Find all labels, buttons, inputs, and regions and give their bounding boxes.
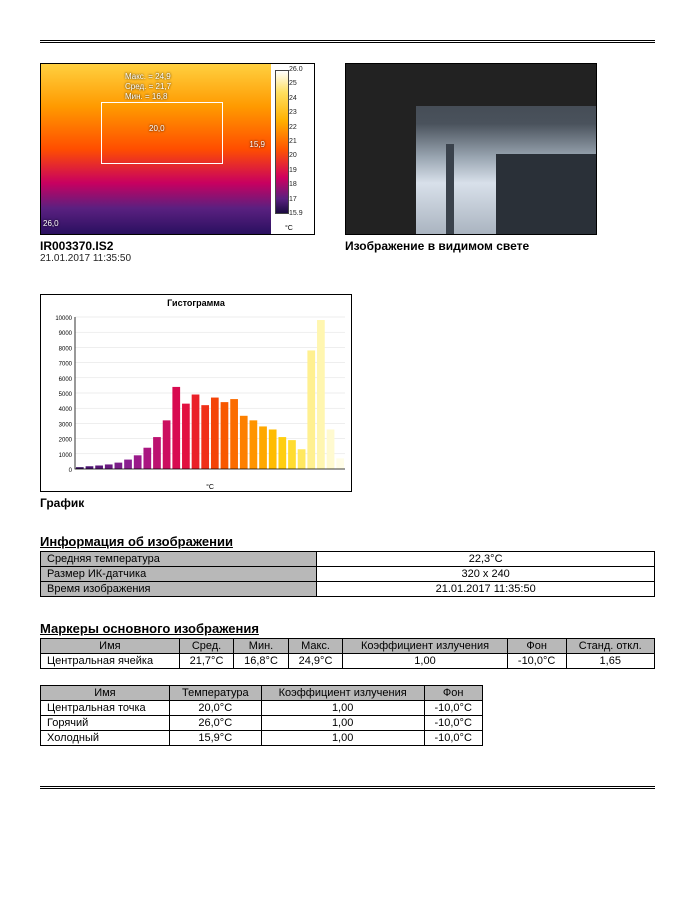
colorbar-tick: 17 bbox=[289, 196, 297, 203]
colorbar: 26.0 25 24 23 22 21 20 19 18 17 15.9 °C bbox=[271, 64, 309, 234]
cell: Холодный bbox=[41, 731, 170, 746]
colorbar-unit: °C bbox=[285, 225, 293, 232]
thermal-filename: IR003370.IS2 bbox=[40, 239, 315, 253]
colorbar-tick: 24 bbox=[289, 95, 297, 102]
visible-image-block: Изображение в видимом свете bbox=[345, 63, 595, 253]
colorbar-tick: 18 bbox=[289, 181, 297, 188]
svg-text:°C: °C bbox=[206, 483, 214, 491]
column-header: Имя bbox=[41, 639, 180, 654]
histogram-chart: 1000090008000700060005000400030002000100… bbox=[41, 311, 351, 491]
svg-text:10000: 10000 bbox=[55, 316, 72, 322]
cell: Горячий bbox=[41, 716, 170, 731]
svg-text:2000: 2000 bbox=[59, 438, 73, 444]
column-header: Макс. bbox=[288, 639, 343, 654]
svg-text:1000: 1000 bbox=[59, 453, 73, 459]
overlay-max: Макс. = 24,9 bbox=[125, 72, 171, 81]
column-header: Коэффициент излучения bbox=[343, 639, 507, 654]
visible-image bbox=[345, 63, 597, 235]
cell: Центральная ячейка bbox=[41, 654, 180, 669]
overlay-cold: 15,9 bbox=[249, 140, 265, 149]
table-row: Холодный15,9°C1,00-10,0°C bbox=[41, 731, 483, 746]
svg-text:8000: 8000 bbox=[59, 346, 73, 352]
cell: 15,9°C bbox=[169, 731, 261, 746]
histogram-block: Гистограмма 1000090008000700060005000400… bbox=[40, 294, 352, 492]
cell: 1,00 bbox=[261, 701, 424, 716]
chart-caption: График bbox=[40, 496, 655, 510]
cell: Центральная точка bbox=[41, 701, 170, 716]
column-header: Имя bbox=[41, 686, 170, 701]
cell: 1,00 bbox=[343, 654, 507, 669]
cell: 24,9°C bbox=[288, 654, 343, 669]
column-header: Фон bbox=[424, 686, 482, 701]
markers-table: ИмяСред.Мин.Макс.Коэффициент излученияФо… bbox=[40, 638, 655, 669]
overlay-hot: 26,0 bbox=[43, 219, 59, 228]
colorbar-tick: 26.0 bbox=[289, 66, 303, 73]
cell: -10,0°C bbox=[424, 701, 482, 716]
info-label: Размер ИК-датчика bbox=[41, 567, 317, 582]
table-row: Время изображения21.01.2017 11:35:50 bbox=[41, 582, 655, 597]
thermal-timestamp: 21.01.2017 11:35:50 bbox=[40, 253, 315, 264]
table-row: Центральная точка20,0°C1,00-10,0°C bbox=[41, 701, 483, 716]
cell: 26,0°C bbox=[169, 716, 261, 731]
table-row: Центральная ячейка21,7°C16,8°C24,9°C1,00… bbox=[41, 654, 655, 669]
info-value: 22,3°C bbox=[317, 552, 655, 567]
colorbar-tick: 23 bbox=[289, 109, 297, 116]
overlay-center: 20,0 bbox=[149, 124, 165, 133]
cell: 21,7°C bbox=[179, 654, 234, 669]
svg-text:4000: 4000 bbox=[59, 407, 73, 413]
table-row: Средняя температура22,3°C bbox=[41, 552, 655, 567]
column-header: Коэффициент излучения bbox=[261, 686, 424, 701]
cell: 1,00 bbox=[261, 716, 424, 731]
thermal-image: Макс. = 24,9 Сред. = 21,7 Мин. = 16,8 20… bbox=[41, 64, 271, 234]
colorbar-tick: 22 bbox=[289, 124, 297, 131]
colorbar-tick: 19 bbox=[289, 167, 297, 174]
column-header: Станд. откл. bbox=[566, 639, 655, 654]
table-row: Размер ИК-датчика320 x 240 bbox=[41, 567, 655, 582]
info-table: Средняя температура22,3°CРазмер ИК-датчи… bbox=[40, 551, 655, 597]
svg-text:5000: 5000 bbox=[59, 392, 73, 398]
visible-caption: Изображение в видимом свете bbox=[345, 239, 595, 253]
cell: 16,8°C bbox=[234, 654, 289, 669]
colorbar-tick: 25 bbox=[289, 80, 297, 87]
svg-text:7000: 7000 bbox=[59, 362, 73, 368]
info-title: Информация об изображении bbox=[40, 534, 655, 549]
info-label: Время изображения bbox=[41, 582, 317, 597]
cell: 1,00 bbox=[261, 731, 424, 746]
cell: -10,0°C bbox=[507, 654, 566, 669]
colorbar-tick: 20 bbox=[289, 152, 297, 159]
top-rule bbox=[40, 40, 655, 43]
overlay-min: Мин. = 16,8 bbox=[125, 92, 167, 101]
svg-text:9000: 9000 bbox=[59, 331, 73, 337]
svg-text:3000: 3000 bbox=[59, 422, 73, 428]
colorbar-tick: 15.9 bbox=[289, 210, 303, 217]
cell: -10,0°C bbox=[424, 731, 482, 746]
svg-text:6000: 6000 bbox=[59, 377, 73, 383]
info-value: 21.01.2017 11:35:50 bbox=[317, 582, 655, 597]
markers-title: Маркеры основного изображения bbox=[40, 621, 655, 636]
column-header: Температура bbox=[169, 686, 261, 701]
info-value: 320 x 240 bbox=[317, 567, 655, 582]
colorbar-tick: 21 bbox=[289, 138, 297, 145]
thermal-image-block: Макс. = 24,9 Сред. = 21,7 Мин. = 16,8 20… bbox=[40, 63, 315, 264]
histogram-title: Гистограмма bbox=[41, 295, 351, 311]
column-header: Фон bbox=[507, 639, 566, 654]
column-header: Мин. bbox=[234, 639, 289, 654]
column-header: Сред. bbox=[179, 639, 234, 654]
cell: -10,0°C bbox=[424, 716, 482, 731]
info-label: Средняя температура bbox=[41, 552, 317, 567]
svg-text:0: 0 bbox=[69, 468, 73, 474]
cell: 20,0°C bbox=[169, 701, 261, 716]
overlay-avg: Сред. = 21,7 bbox=[125, 82, 171, 91]
points-table: ИмяТемператураКоэффициент излученияФон Ц… bbox=[40, 685, 483, 746]
cell: 1,65 bbox=[566, 654, 655, 669]
bottom-rule bbox=[40, 786, 655, 789]
table-row: Горячий26,0°C1,00-10,0°C bbox=[41, 716, 483, 731]
